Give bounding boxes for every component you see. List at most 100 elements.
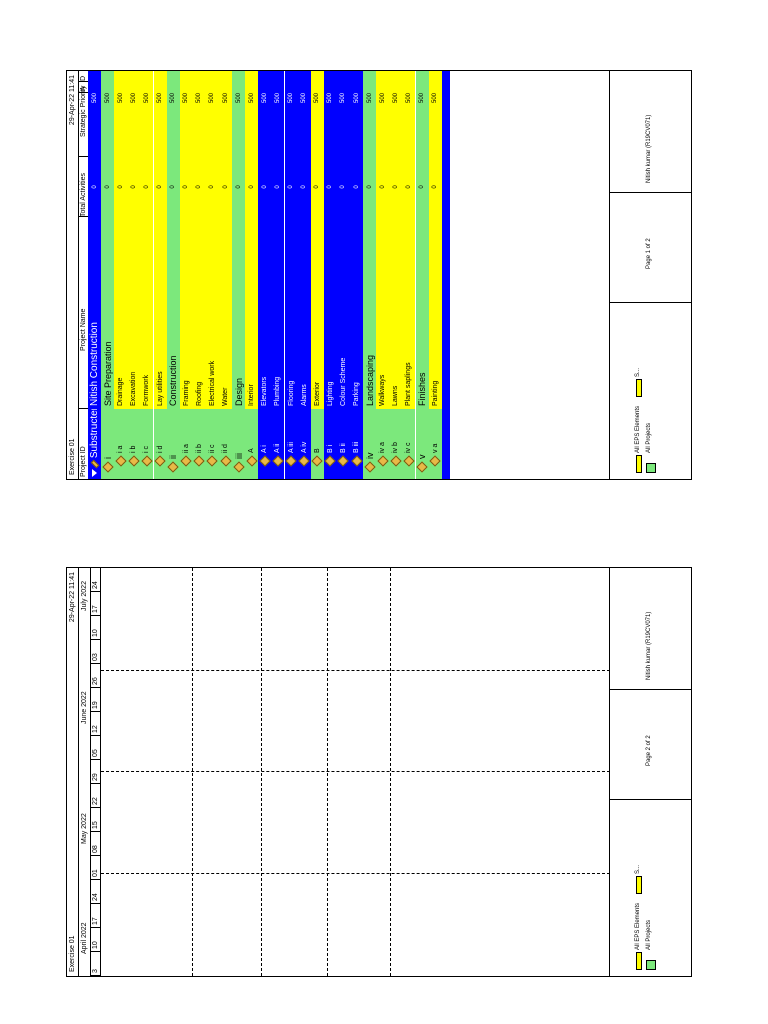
row-name: Construction [166, 216, 180, 409]
row-id: v a [431, 443, 439, 453]
table-row[interactable]: v Finishes 0 500 [415, 71, 429, 479]
row-id: iv a [379, 442, 387, 453]
row-name: Roofing [192, 216, 206, 409]
table-row[interactable]: iv c Plant saplings 0 500 [402, 71, 416, 479]
row-total-activities: 0 [432, 185, 439, 189]
row-strategic-priority: 500 [91, 93, 98, 104]
row-id: iv [364, 452, 375, 460]
table-row[interactable]: i c Formwork 0 500 [140, 71, 154, 479]
legend-label: All Projects [646, 919, 652, 950]
eps-diamond-icon [272, 455, 284, 467]
legend-swatch-yellow [636, 455, 642, 473]
row-strategic-priority: 500 [419, 93, 426, 104]
table-row[interactable]: B i Lighting 0 500 [323, 71, 337, 479]
row-total-activities: 0 [209, 185, 216, 189]
author-name: Nitish kumar (R19CV071) [646, 114, 652, 183]
eps-diamond-icon [377, 455, 389, 467]
row-strategic-priority: 500 [130, 93, 137, 104]
table-row[interactable]: v a Painting 0 500 [428, 71, 442, 479]
row-total-activities: 0 [288, 185, 295, 189]
month-label: July 2022 [81, 581, 88, 611]
row-strategic-priority: 500 [353, 93, 360, 104]
row-id: A [248, 448, 256, 453]
table-row[interactable]: B Exterior 0 500 [310, 71, 324, 479]
eps-diamond-icon [128, 455, 140, 467]
row-total-activities: 0 [170, 185, 177, 189]
week-label: 26 [92, 677, 99, 685]
table-row[interactable]: i d Lay utilities 0 500 [153, 71, 167, 479]
row-strategic-priority: 500 [379, 93, 386, 104]
row-strategic-priority: 500 [209, 93, 216, 104]
row-total-activities: 0 [248, 185, 255, 189]
legend-label: S... [635, 864, 641, 874]
row-name: Excavation [127, 216, 141, 409]
table-row[interactable]: i b Excavation 0 500 [127, 71, 141, 479]
eps-diamond-icon [115, 455, 127, 467]
table-row[interactable]: A ii Plumbing 0 500 [271, 71, 285, 479]
table-row[interactable]: A i Elevators 0 500 [258, 71, 272, 479]
table-row[interactable]: ii Construction 0 500 [166, 71, 180, 479]
row-total-activities: 0 [379, 185, 386, 189]
row-strategic-priority: 500 [261, 93, 268, 104]
week-label: 10 [92, 941, 99, 949]
eps-diamond-icon [246, 455, 258, 467]
row-strategic-priority: 500 [222, 93, 229, 104]
table-row[interactable]: B ii Colour Scheme 0 500 [336, 71, 350, 479]
legend-label: All EPS Elements [635, 405, 641, 453]
table-row[interactable]: i a Drainage 0 500 [114, 71, 128, 479]
row-id: B ii [339, 443, 347, 453]
legend-swatch-yellow [636, 379, 642, 397]
row-id: i d [156, 445, 164, 453]
week-label: 3 [92, 969, 99, 973]
author-name: Nitish kumar (R19CV071) [646, 611, 652, 680]
table-row[interactable]: Substructer Nitish Construction 0 500 [88, 71, 102, 479]
table-row[interactable]: iv a Walkways 0 500 [376, 71, 390, 479]
row-name: Nitish Construction [88, 216, 102, 409]
page-number: Page 2 of 2 [646, 735, 652, 766]
row-strategic-priority: 500 [183, 93, 190, 104]
row-total-activities: 0 [366, 185, 373, 189]
table-row[interactable]: A iv Alarms 0 500 [297, 71, 311, 479]
row-id: A iv [300, 441, 308, 453]
row-strategic-priority: 500 [117, 93, 124, 104]
row-strategic-priority: 500 [301, 93, 308, 104]
table-row[interactable]: ii d Water 0 500 [219, 71, 233, 479]
collapse-icon[interactable] [92, 469, 98, 477]
row-name: Lay utilities [153, 216, 167, 409]
table-row[interactable]: A iii Flooring 0 500 [284, 71, 298, 479]
report-timestamp: 29-Apr-22 11:41 [69, 75, 76, 126]
report-page-2: Exercise 01 29-Apr-22 11:41 April 2022 M… [66, 567, 692, 977]
row-strategic-priority: 500 [104, 93, 111, 104]
eps-diamond-icon [90, 459, 99, 469]
table-row[interactable]: B iii Parking 0 500 [350, 71, 364, 479]
row-name: Alarms [297, 216, 311, 409]
row-total-activities: 0 [340, 185, 347, 189]
eps-diamond-icon [324, 455, 337, 467]
row-strategic-priority: 500 [143, 93, 150, 104]
table-row[interactable]: iv Landscaping 0 500 [363, 71, 377, 479]
eps-diamond-icon [167, 461, 179, 473]
row-id: ii b [195, 444, 203, 453]
table-row[interactable]: ii c Electrical work 0 500 [205, 71, 219, 479]
row-id: iii [233, 453, 244, 459]
row-total-activities: 0 [91, 185, 98, 189]
row-strategic-priority: 500 [288, 93, 295, 104]
row-id: v [417, 454, 428, 460]
row-name: Walkways [376, 216, 390, 409]
row-total-activities: 0 [222, 185, 229, 189]
row-total-activities: 0 [327, 185, 334, 189]
table-row[interactable]: iv b Lawns 0 500 [389, 71, 403, 479]
table-row[interactable]: ii a Framing 0 500 [179, 71, 193, 479]
row-id: ii a [182, 444, 190, 453]
eps-diamond-icon [101, 461, 114, 473]
table-row[interactable]: iii Design 0 500 [232, 71, 246, 479]
table-row[interactable]: i Site Preparation 0 500 [101, 71, 115, 479]
row-name: Formwork [140, 216, 154, 409]
table-row[interactable]: ii b Roofing 0 500 [192, 71, 206, 479]
row-id: Substructer [89, 407, 101, 459]
legend-swatch-green [646, 960, 656, 970]
row-total-activities: 0 [157, 185, 164, 189]
row-id: i b [130, 445, 138, 453]
week-label: 24 [92, 893, 99, 901]
table-row[interactable]: A Interior 0 500 [245, 71, 259, 479]
